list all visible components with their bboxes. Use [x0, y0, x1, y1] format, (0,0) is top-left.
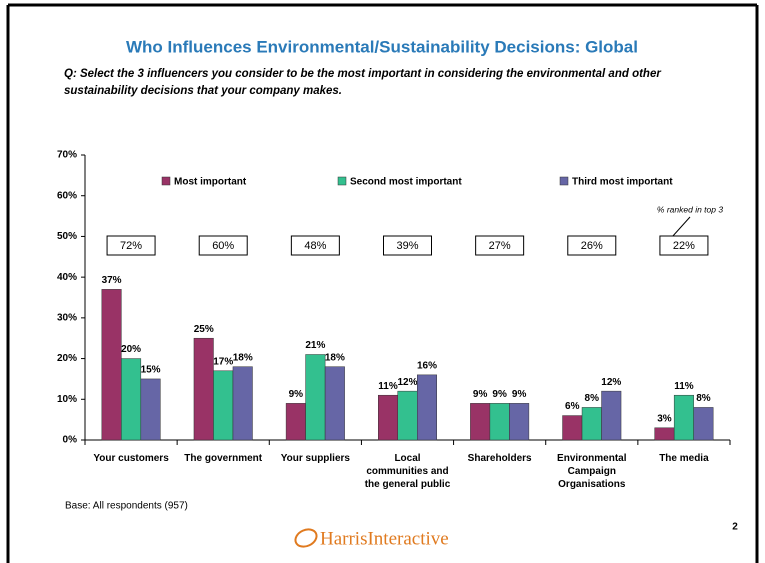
bar: [378, 394, 398, 441]
top3-box: [475, 235, 525, 256]
data-label: 25%: [194, 324, 214, 335]
y-tick-label: 40%: [57, 272, 77, 283]
top3-box: [106, 235, 156, 256]
data-label: 18%: [325, 352, 345, 363]
x-tick-label: Your customers: [93, 453, 169, 464]
bar: [324, 366, 345, 441]
data-label: 37%: [102, 275, 122, 286]
bar: [581, 407, 602, 441]
bar: [489, 403, 510, 441]
subtitle: Q: Select the 3 influencers you consider…: [64, 68, 661, 97]
top3-box: [659, 235, 709, 256]
bar: [101, 289, 122, 441]
note: Base: All respondents (957): [65, 501, 188, 512]
data-label: 9%: [473, 389, 488, 400]
legend-swatch: [559, 176, 569, 186]
y-tick-label: 0%: [63, 435, 78, 446]
top3-label: 48%: [304, 240, 326, 252]
x-tick-label: Shareholders: [467, 453, 532, 464]
bar: [193, 337, 214, 441]
chart-title: Who Influences Environmental/Sustainabil…: [126, 37, 638, 56]
legend-label: Third most important: [572, 177, 673, 188]
top3-box: [567, 235, 617, 256]
data-label: 3%: [657, 413, 672, 424]
data-label: 12%: [601, 377, 621, 388]
data-label: 11%: [378, 381, 398, 392]
bar: [397, 390, 418, 441]
bar: [673, 394, 694, 441]
y-tick-label: 10%: [57, 394, 77, 405]
y-tick-label: 50%: [57, 231, 77, 242]
data-label: 8%: [585, 393, 600, 404]
data-label: 6%: [565, 401, 580, 412]
bar: [285, 403, 306, 441]
top3-label: 26%: [581, 240, 603, 252]
data-label: 17%: [213, 356, 233, 367]
bar: [305, 354, 326, 441]
data-label: 11%: [674, 381, 694, 392]
y-tick-label: 20%: [57, 353, 77, 364]
data-label: 9%: [492, 389, 507, 400]
bar: [232, 366, 253, 441]
bar: [601, 390, 622, 441]
bar: [121, 358, 142, 441]
data-label: 21%: [305, 340, 325, 351]
bar: [470, 403, 491, 441]
top3-box: [198, 235, 248, 256]
top3-annotation: % ranked in top 3: [657, 204, 723, 214]
top3-box: [290, 235, 340, 256]
bar: [693, 407, 714, 441]
legend-label: Second most important: [350, 177, 462, 188]
x-tick-label: Local communities and the general public: [364, 453, 451, 490]
y-tick-label: 60%: [57, 190, 77, 201]
annotation-line: [671, 216, 691, 238]
data-label: 20%: [121, 344, 141, 355]
x-tick-label: Environmental Campaign Organisations: [557, 453, 627, 490]
bar: [140, 378, 161, 441]
bar: [417, 374, 437, 441]
bar: [509, 403, 530, 441]
legend-label: Most important: [174, 177, 247, 188]
legend-swatch: [337, 176, 347, 186]
logo-mark: [294, 528, 318, 548]
top3-label: 39%: [396, 240, 418, 252]
x-tick-label: The government: [184, 453, 263, 464]
top3-label: 27%: [489, 240, 511, 252]
data-label: 12%: [397, 377, 417, 388]
data-label: 18%: [233, 352, 253, 363]
x-tick-label: Your suppliers: [280, 453, 350, 464]
top3-label: 72%: [120, 240, 142, 252]
data-label: 8%: [696, 393, 711, 404]
legend-swatch: [161, 176, 171, 186]
data-label: 9%: [512, 389, 527, 400]
bar: [562, 415, 583, 441]
top3-label: 60%: [212, 240, 234, 252]
bar: [654, 427, 675, 441]
page-number: 2: [732, 522, 738, 533]
data-label: 16%: [417, 360, 437, 371]
logo: HarrisInteractive: [320, 528, 449, 549]
data-label: 15%: [141, 365, 161, 376]
top3-box: [383, 235, 432, 256]
y-tick-label: 30%: [57, 312, 77, 323]
top3-label: 22%: [673, 240, 695, 252]
bar: [213, 370, 234, 441]
data-label: 9%: [289, 389, 304, 400]
x-tick-label: The media: [659, 453, 709, 464]
y-tick-label: 70%: [57, 150, 77, 161]
